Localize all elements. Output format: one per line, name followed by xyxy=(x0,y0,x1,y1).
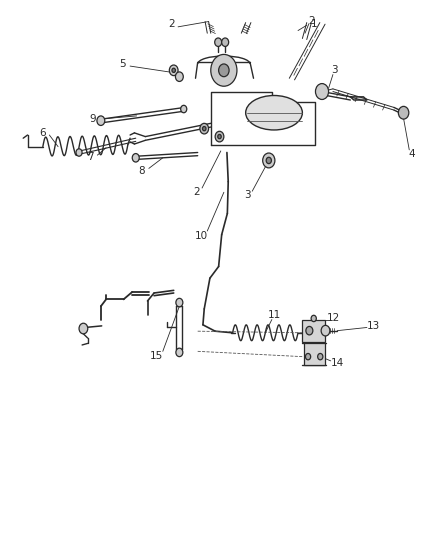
Circle shape xyxy=(97,116,105,125)
Circle shape xyxy=(169,65,178,76)
Text: 3: 3 xyxy=(331,66,337,75)
Circle shape xyxy=(175,72,183,82)
Circle shape xyxy=(202,126,205,131)
Circle shape xyxy=(321,325,329,336)
Circle shape xyxy=(305,326,312,335)
Text: 15: 15 xyxy=(149,351,162,361)
Circle shape xyxy=(132,154,139,162)
Text: 13: 13 xyxy=(366,321,379,332)
Circle shape xyxy=(214,38,221,46)
Circle shape xyxy=(215,131,223,142)
Bar xyxy=(303,343,324,365)
Circle shape xyxy=(172,68,175,72)
Circle shape xyxy=(76,149,82,156)
Bar xyxy=(302,319,324,342)
Circle shape xyxy=(210,54,237,86)
Circle shape xyxy=(317,353,322,360)
Text: 7: 7 xyxy=(87,152,94,162)
Text: 14: 14 xyxy=(330,358,343,368)
Text: 8: 8 xyxy=(138,166,145,176)
Circle shape xyxy=(176,348,183,357)
Text: 11: 11 xyxy=(267,310,280,320)
Text: 10: 10 xyxy=(194,231,207,241)
Text: 12: 12 xyxy=(326,313,339,324)
Text: 2: 2 xyxy=(193,187,200,197)
Circle shape xyxy=(217,134,221,139)
Circle shape xyxy=(315,84,328,100)
Circle shape xyxy=(79,323,88,334)
Circle shape xyxy=(218,64,229,77)
Text: 6: 6 xyxy=(39,128,46,138)
Text: 3: 3 xyxy=(244,190,251,200)
Circle shape xyxy=(176,298,183,307)
Text: 9: 9 xyxy=(89,114,96,124)
Text: 1: 1 xyxy=(311,19,317,29)
Text: 5: 5 xyxy=(119,59,126,69)
Circle shape xyxy=(180,106,186,113)
Circle shape xyxy=(397,107,408,119)
Circle shape xyxy=(199,123,208,134)
Ellipse shape xyxy=(245,95,302,130)
Circle shape xyxy=(305,353,310,360)
Text: 2: 2 xyxy=(168,19,174,29)
Polygon shape xyxy=(350,97,366,100)
Circle shape xyxy=(262,153,274,168)
Circle shape xyxy=(221,38,228,46)
Circle shape xyxy=(265,157,271,164)
Circle shape xyxy=(311,316,316,321)
Text: 4: 4 xyxy=(407,149,414,158)
Text: 2: 2 xyxy=(307,16,314,26)
